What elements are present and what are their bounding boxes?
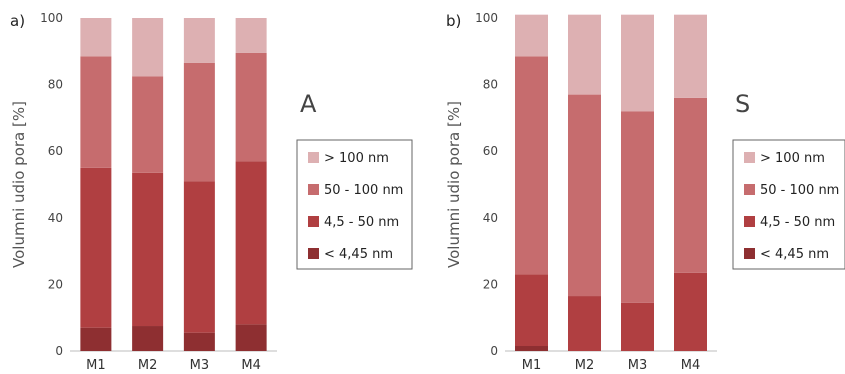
bar-segment xyxy=(80,56,112,168)
x-tick-label: M3 xyxy=(628,358,648,373)
legend: > 100 nm 50 - 100 nm 4,5 - 50 nm < 4,45 nm xyxy=(732,139,845,270)
legend: > 100 nm 50 - 100 nm 4,5 - 50 nm < 4,45 nm xyxy=(296,139,413,270)
y-tick-label: 60 xyxy=(48,144,63,158)
legend-label: > 100 nm xyxy=(324,151,389,166)
legend-swatch xyxy=(308,184,319,195)
legend-swatch xyxy=(744,248,755,259)
y-tick-label: 100 xyxy=(475,11,498,25)
x-tick-label: M3 xyxy=(190,358,210,373)
y-tick-label: 60 xyxy=(483,144,498,158)
legend-swatch xyxy=(308,152,319,163)
legend-swatch xyxy=(744,152,755,163)
x-tick-label: M1 xyxy=(86,358,106,373)
bar-segment xyxy=(132,76,164,173)
bar-segment xyxy=(132,18,164,77)
bar-segment xyxy=(621,302,654,351)
chart-panel-b: b) Volumni udio pora [%] 0 20 40 60 80 100 M1 M2 M… xyxy=(445,11,845,373)
x-tick-label: M2 xyxy=(138,358,158,373)
bar-segment xyxy=(674,14,707,98)
x-tick-label: M4 xyxy=(681,358,701,373)
y-tick-label: 40 xyxy=(48,211,63,225)
bar-segment xyxy=(568,296,601,351)
bar-segment xyxy=(674,272,707,351)
bar-segment xyxy=(235,161,267,325)
legend-swatch xyxy=(308,216,319,227)
y-axis-label: Volumni udio pora [%] xyxy=(10,101,28,268)
legend-label: 4,5 - 50 nm xyxy=(760,215,835,230)
bar-segment xyxy=(515,346,548,351)
chart-letter: A xyxy=(300,90,317,118)
chart-letter: S xyxy=(735,90,750,118)
y-tick-label: 20 xyxy=(48,277,63,291)
bar-segment xyxy=(515,14,548,57)
bar-segment xyxy=(132,172,164,327)
legend-label: < 4,45 nm xyxy=(324,247,393,262)
bar-segment xyxy=(183,332,215,351)
legend-label: 50 - 100 nm xyxy=(324,183,403,198)
x-tick-label: M1 xyxy=(522,358,542,373)
bar-segment xyxy=(568,14,601,95)
bar-segment xyxy=(674,97,707,273)
chart-panel-a: a) Volumni udio pora [%] 0 20 40 60 80 100 M1 M2 M… xyxy=(10,11,413,373)
bar-segment xyxy=(621,14,654,112)
y-tick-label: 0 xyxy=(55,344,63,358)
bar-segment xyxy=(183,181,215,333)
legend-label: 50 - 100 nm xyxy=(760,183,839,198)
y-tick-label: 40 xyxy=(483,211,498,225)
panel-label: b) xyxy=(446,12,461,30)
legend-label: 4,5 - 50 nm xyxy=(324,215,399,230)
bar-segment xyxy=(235,18,267,53)
y-tick-label: 80 xyxy=(483,78,498,92)
bar-segment xyxy=(515,274,548,347)
bar-segment xyxy=(80,327,112,351)
bar-segment xyxy=(235,52,267,162)
bar-segment xyxy=(235,324,267,351)
panel-label: a) xyxy=(10,12,25,30)
y-axis-label: Volumni udio pora [%] xyxy=(445,101,463,268)
y-tick-label: 0 xyxy=(490,344,498,358)
legend-label: < 4,45 nm xyxy=(760,247,829,262)
y-tick-label: 20 xyxy=(483,277,498,291)
y-tick-label: 100 xyxy=(40,11,63,25)
bar-segment xyxy=(183,62,215,182)
bar-segment xyxy=(568,94,601,297)
legend-swatch xyxy=(744,216,755,227)
bar-segment xyxy=(80,18,112,57)
legend-swatch xyxy=(744,184,755,195)
bar-segment xyxy=(132,326,164,351)
legend-swatch xyxy=(308,248,319,259)
y-tick-label: 80 xyxy=(48,78,63,92)
bar-segment xyxy=(515,56,548,275)
legend-label: > 100 nm xyxy=(760,151,825,166)
bar-segment xyxy=(621,111,654,303)
x-tick-label: M4 xyxy=(241,358,261,373)
bar-segment xyxy=(183,18,215,63)
x-tick-label: M2 xyxy=(575,358,595,373)
bar-segment xyxy=(80,167,112,328)
